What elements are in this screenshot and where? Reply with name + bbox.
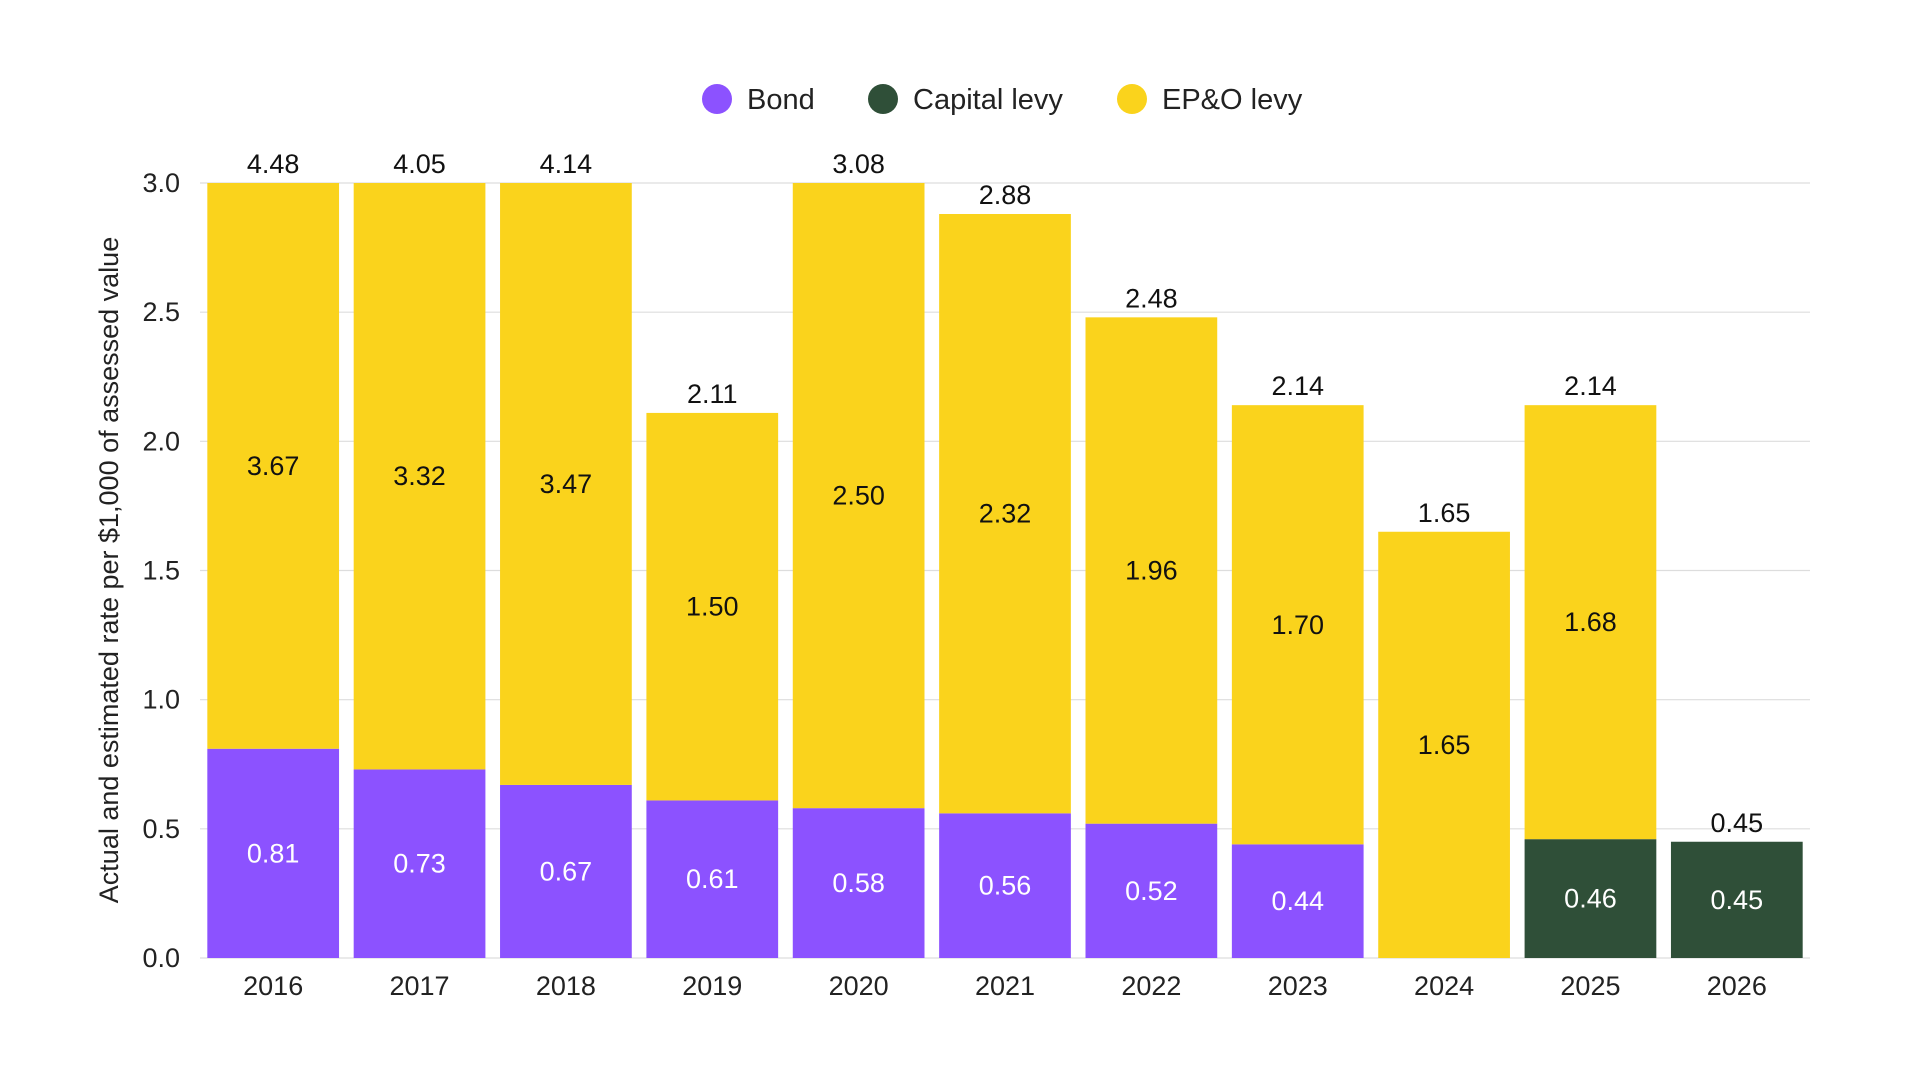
- y-axis-label: Actual and estimated rate per $1,000 of …: [94, 237, 124, 903]
- x-tick-label: 2022: [1121, 971, 1181, 1001]
- bar-segment-capital-levy-2025: [1524, 839, 1657, 958]
- segment-value-label: 0.61: [686, 864, 739, 894]
- total-value-label: 4.48: [247, 149, 300, 179]
- bar-segment-bond-2022: [1085, 823, 1218, 958]
- legend-label: EP&O levy: [1162, 84, 1303, 116]
- y-tick-label: 0.0: [142, 943, 180, 973]
- x-axis: 2016 2017 2018 2019 2020 2021 2022 2023 2024 2025…: [243, 971, 1767, 1001]
- bar-segment-bond-2020: [792, 808, 925, 958]
- legend-item-bond: Bond: [702, 84, 815, 116]
- x-tick-label: 2021: [975, 971, 1035, 1001]
- total-labels: 4.48 4.05 4.14 2.11 3.08 2.88 2.48 2.14 1.65 2.14…: [247, 149, 1763, 838]
- legend-label: Capital levy: [913, 84, 1063, 116]
- segment-value-label: 1.65: [1418, 730, 1471, 760]
- bar-segment-bond-2017: [353, 769, 486, 958]
- segment-value-label: 0.46: [1564, 884, 1617, 914]
- segment-value-label: 1.50: [686, 592, 739, 622]
- bar-segment-ep-o-levy-2022: [1085, 317, 1218, 824]
- total-value-label: 1.65: [1418, 498, 1471, 528]
- x-tick-label: 2024: [1414, 971, 1474, 1001]
- bars: 0.81 3.67 0.73 3.32 0.67 3.47 0.61 1.50 0.58 2.50…: [207, 183, 1803, 958]
- x-tick-label: 2023: [1268, 971, 1328, 1001]
- legend-swatch: [702, 84, 732, 114]
- segment-value-label: 3.67: [247, 451, 300, 481]
- segment-value-label: 1.68: [1564, 607, 1617, 637]
- segment-value-label: 1.96: [1125, 556, 1178, 586]
- legend: Bond Capital levy EP&O levy: [702, 84, 1303, 116]
- x-tick-label: 2019: [682, 971, 742, 1001]
- total-value-label: 2.88: [979, 180, 1032, 210]
- x-tick-label: 2026: [1707, 971, 1767, 1001]
- bar-segment-bond-2021: [939, 813, 1071, 958]
- segment-value-label: 2.50: [832, 481, 885, 511]
- x-tick-label: 2018: [536, 971, 596, 1001]
- bar-segment-ep-o-levy-2018: [500, 183, 632, 785]
- x-tick-label: 2020: [829, 971, 889, 1001]
- segment-value-label: 0.73: [393, 849, 446, 879]
- y-tick-label: 1.5: [142, 556, 180, 586]
- total-value-label: 2.11: [687, 379, 738, 409]
- legend-item-capital-levy: Capital levy: [868, 84, 1063, 116]
- bar-segment-bond-2018: [500, 784, 632, 958]
- y-tick-label: 3.0: [142, 168, 180, 198]
- segment-value-label: 1.70: [1271, 610, 1324, 640]
- x-tick-label: 2017: [390, 971, 450, 1001]
- bar-segment-capital-levy-2026: [1670, 841, 1803, 958]
- total-value-label: 3.08: [832, 149, 885, 179]
- total-value-label: 4.05: [393, 149, 446, 179]
- segment-value-label: 0.67: [540, 856, 593, 886]
- bar-segment-ep-o-levy-2016: [207, 183, 340, 749]
- x-tick-label: 2025: [1560, 971, 1620, 1001]
- segment-value-label: 0.44: [1271, 886, 1324, 916]
- segment-value-label: 2.32: [979, 499, 1032, 529]
- y-tick-label: 2.0: [142, 426, 180, 456]
- bar-segment-ep-o-levy-2024: [1378, 531, 1510, 958]
- bar-segment-ep-o-levy-2017: [353, 183, 486, 770]
- bar-segment-bond-2023: [1231, 844, 1364, 958]
- bar-segment-ep-o-levy-2021: [939, 214, 1071, 814]
- total-value-label: 4.14: [540, 149, 593, 179]
- bar-segment-ep-o-levy-2025: [1524, 405, 1657, 840]
- segment-value-label: 0.56: [979, 871, 1032, 901]
- segment-value-label: 3.32: [393, 461, 446, 491]
- bar-segment-ep-o-levy-2023: [1231, 405, 1364, 845]
- x-tick-label: 2016: [243, 971, 303, 1001]
- segment-value-label: 0.52: [1125, 876, 1178, 906]
- segment-value-label: 0.58: [832, 868, 885, 898]
- y-tick-label: 2.5: [142, 297, 180, 327]
- y-axis: 0.0 0.5 1.0 1.5 2.0 2.5 3.0: [142, 168, 180, 973]
- y-tick-label: 1.0: [142, 685, 180, 715]
- total-value-label: 2.14: [1271, 371, 1324, 401]
- bar-segment-bond-2019: [646, 800, 779, 958]
- legend-item-ep-o-levy: EP&O levy: [1117, 84, 1303, 116]
- bar-segment-bond-2016: [207, 748, 340, 958]
- bar-segment-ep-o-levy-2019: [646, 412, 779, 801]
- total-value-label: 2.14: [1564, 371, 1617, 401]
- total-value-label: 2.48: [1125, 283, 1178, 313]
- y-tick-label: 0.5: [142, 814, 180, 844]
- segment-value-label: 3.47: [540, 469, 593, 499]
- total-value-label: 0.45: [1711, 808, 1764, 838]
- legend-swatch: [868, 84, 898, 114]
- legend-swatch: [1117, 84, 1147, 114]
- legend-label: Bond: [747, 84, 815, 116]
- bar-segment-ep-o-levy-2020: [792, 183, 925, 809]
- segment-value-label: 0.81: [247, 838, 300, 868]
- segment-value-label: 0.45: [1711, 885, 1764, 915]
